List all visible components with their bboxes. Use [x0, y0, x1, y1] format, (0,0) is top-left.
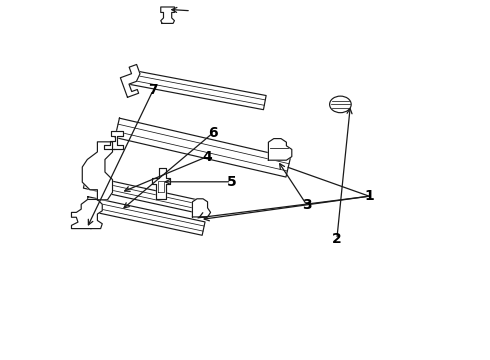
Polygon shape [121, 64, 140, 97]
Polygon shape [130, 70, 266, 110]
Polygon shape [104, 131, 123, 149]
Polygon shape [161, 7, 174, 23]
Text: 7: 7 [148, 83, 158, 97]
Text: 5: 5 [226, 175, 236, 189]
Polygon shape [83, 175, 201, 213]
Text: 1: 1 [365, 189, 374, 203]
Ellipse shape [330, 96, 351, 113]
Text: 4: 4 [202, 150, 212, 163]
Text: 2: 2 [332, 233, 342, 246]
Text: 3: 3 [302, 198, 312, 212]
Polygon shape [72, 199, 102, 229]
Polygon shape [152, 168, 170, 199]
Polygon shape [82, 142, 113, 200]
Polygon shape [85, 197, 205, 235]
Polygon shape [269, 139, 292, 160]
Text: 6: 6 [208, 126, 218, 140]
Polygon shape [193, 199, 211, 217]
Polygon shape [115, 118, 291, 177]
